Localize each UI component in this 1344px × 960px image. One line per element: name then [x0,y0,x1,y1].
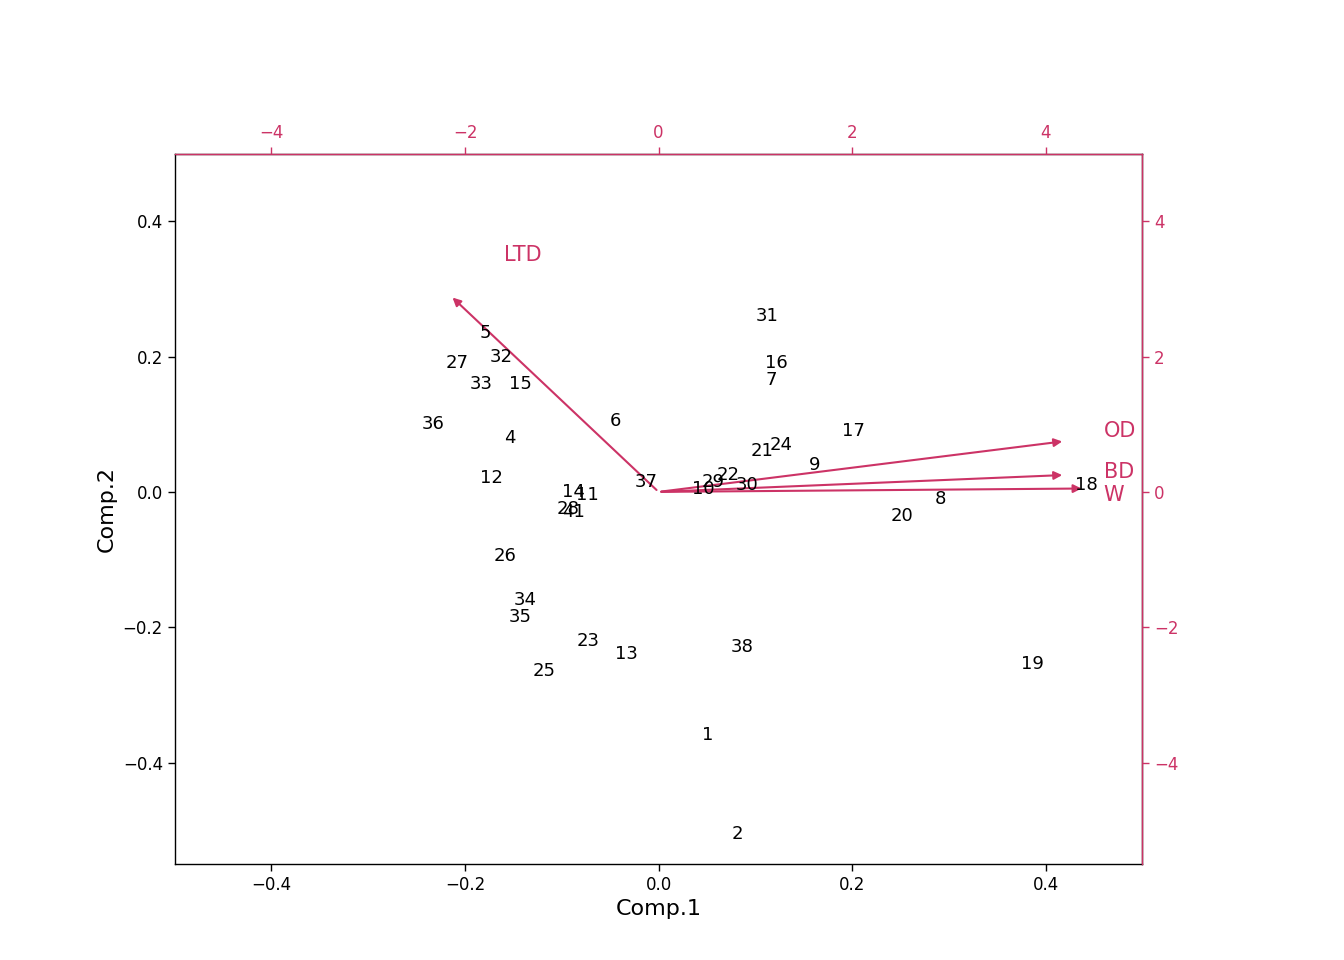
Text: 24: 24 [770,436,793,453]
Text: 14: 14 [562,483,585,501]
Text: LTD: LTD [504,245,542,265]
Text: 18: 18 [1075,476,1098,494]
Text: 4: 4 [504,429,515,446]
Text: 15: 15 [508,374,531,393]
Text: 1: 1 [702,727,714,744]
Text: 32: 32 [489,348,512,366]
Text: 7: 7 [765,372,777,389]
Text: 23: 23 [577,632,599,650]
Text: OD: OD [1103,421,1136,441]
Text: 27: 27 [446,354,469,372]
Text: 21: 21 [750,443,773,460]
Text: 9: 9 [809,456,820,474]
Text: 41: 41 [562,503,585,521]
Text: 29: 29 [702,472,726,491]
Text: 13: 13 [616,645,638,663]
Text: 11: 11 [577,487,599,504]
Text: 17: 17 [843,422,866,440]
Text: 36: 36 [422,416,445,433]
Text: 38: 38 [731,638,754,657]
Text: 22: 22 [716,466,739,484]
Text: 19: 19 [1021,656,1044,673]
Text: 25: 25 [532,662,556,681]
Text: 10: 10 [692,479,715,497]
Text: 26: 26 [495,547,517,565]
X-axis label: Comp.1: Comp.1 [616,900,702,920]
Text: 37: 37 [634,472,657,491]
Text: 28: 28 [556,500,579,517]
Text: 8: 8 [934,490,946,508]
Text: 33: 33 [470,374,493,393]
Text: 5: 5 [480,324,491,342]
Text: 6: 6 [610,412,621,430]
Text: 34: 34 [513,591,536,610]
Y-axis label: Comp.2: Comp.2 [97,466,117,552]
Text: 12: 12 [480,469,503,488]
Text: W: W [1103,485,1125,505]
Text: 20: 20 [891,507,914,524]
Text: 2: 2 [731,825,743,843]
Text: 16: 16 [765,354,788,372]
Text: 35: 35 [508,608,532,626]
Text: BD: BD [1103,462,1134,482]
Text: 31: 31 [755,307,778,325]
Text: 30: 30 [737,476,759,494]
